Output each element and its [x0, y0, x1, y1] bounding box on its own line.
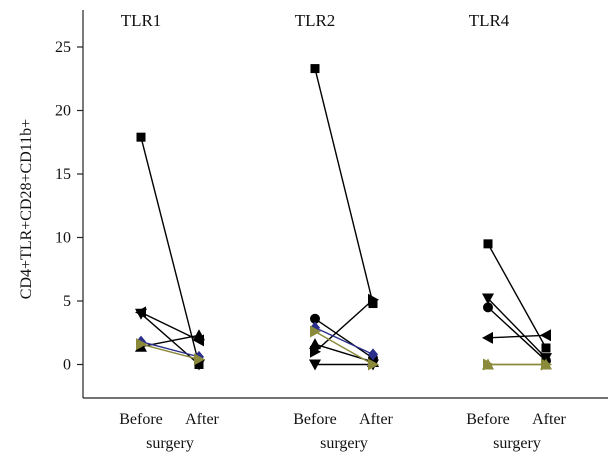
panel-tlr2: TLR2	[295, 11, 379, 371]
panel-tlr1: TLR1	[121, 11, 205, 371]
series-line	[140, 313, 200, 366]
data-point-up-triangle	[193, 329, 205, 341]
series-line	[140, 334, 200, 348]
panel-title: TLR4	[469, 11, 510, 30]
y-tick-label: 10	[55, 230, 71, 247]
y-tick-label: 0	[63, 357, 71, 374]
y-tick-label: 25	[55, 39, 71, 56]
data-point-down-triangle	[482, 293, 494, 305]
x-label-surgery: surgery	[493, 435, 541, 452]
x-label-after: After	[359, 411, 393, 428]
x-label-before: Before	[466, 411, 510, 428]
data-point-square	[541, 343, 551, 353]
data-point-right-triangle	[194, 353, 205, 366]
data-point-square	[310, 64, 320, 74]
series-line	[487, 334, 547, 339]
data-point-left-triangle	[482, 331, 493, 344]
series-line	[140, 136, 200, 365]
data-point-right-triangle	[368, 293, 379, 306]
data-point-square	[483, 239, 493, 249]
data-point-up-triangle	[309, 338, 321, 350]
axes	[82, 10, 608, 399]
series-line	[140, 343, 200, 361]
data-point-circle	[483, 302, 493, 313]
series-line	[140, 340, 200, 358]
panel-title: TLR2	[295, 11, 336, 30]
data-point-square	[136, 132, 146, 142]
y-tick-label: 20	[55, 103, 71, 120]
data-point-square	[368, 299, 378, 309]
data-point-left-triangle	[540, 329, 551, 342]
x-label-before: Before	[293, 411, 337, 428]
series-line	[314, 330, 374, 366]
series-line	[487, 243, 547, 349]
x-label-surgery: surgery	[320, 435, 368, 452]
data-point-right-triangle	[136, 338, 147, 351]
series-line	[314, 318, 374, 359]
x-label-before: Before	[119, 411, 163, 428]
data-point-circle	[310, 313, 320, 324]
y-axis-label: CD4+TLR+CD28+CD11b+	[18, 119, 35, 299]
panels: TLR1 TLR2 TLR4	[121, 11, 552, 371]
panel-tlr4: TLR4	[469, 11, 552, 371]
series-line	[314, 327, 374, 355]
data-point-right-triangle	[368, 358, 379, 371]
data-point-right-triangle	[541, 358, 552, 371]
y-ticks: 0 5 10 15 20 25	[55, 39, 83, 374]
x-label-surgery: surgery	[146, 435, 194, 452]
data-point-right-triangle	[483, 358, 494, 371]
y-tick-label: 5	[63, 293, 71, 310]
data-point-down-triangle	[135, 308, 147, 320]
panel-title: TLR1	[121, 11, 162, 30]
data-point-diamond	[368, 348, 378, 361]
x-label-after: After	[532, 411, 566, 428]
x-labels: Before After surgery Before After surgery Befo…	[119, 411, 566, 452]
series-line	[487, 306, 547, 362]
y-tick-label: 15	[55, 166, 71, 183]
series-line	[140, 311, 200, 342]
series-line	[487, 297, 547, 359]
series-line	[314, 299, 374, 353]
data-point-down-triangle	[309, 359, 321, 371]
series-line	[314, 68, 374, 304]
data-point-right-triangle	[310, 325, 321, 338]
x-label-after: After	[185, 411, 219, 428]
